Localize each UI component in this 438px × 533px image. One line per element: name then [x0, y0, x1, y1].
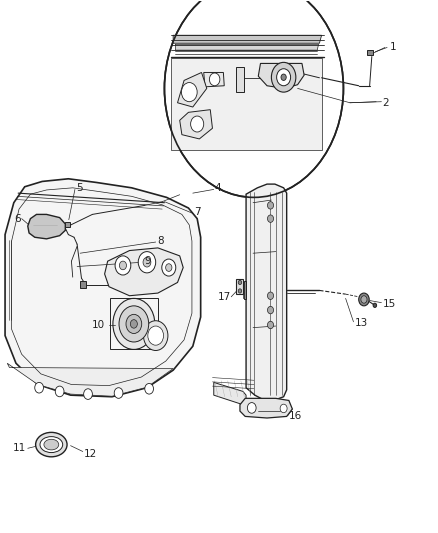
Circle shape [119, 306, 149, 342]
Polygon shape [237, 67, 244, 92]
Circle shape [268, 215, 274, 222]
Circle shape [143, 257, 151, 267]
Polygon shape [171, 58, 321, 150]
Text: 9: 9 [144, 256, 151, 266]
Circle shape [268, 306, 274, 314]
Text: 2: 2 [383, 98, 389, 108]
Circle shape [115, 256, 131, 275]
Text: 8: 8 [157, 236, 164, 246]
Text: 5: 5 [76, 183, 82, 193]
Circle shape [181, 83, 197, 102]
Polygon shape [246, 184, 287, 400]
Circle shape [84, 389, 92, 399]
Circle shape [238, 280, 242, 285]
Polygon shape [105, 248, 183, 296]
Circle shape [359, 293, 369, 306]
Text: 1: 1 [390, 43, 397, 52]
Circle shape [120, 261, 127, 270]
Circle shape [148, 326, 163, 345]
Circle shape [373, 303, 377, 308]
Text: 11: 11 [13, 443, 26, 453]
Polygon shape [5, 179, 201, 397]
Polygon shape [177, 72, 207, 107]
Circle shape [145, 383, 153, 394]
Polygon shape [7, 364, 173, 396]
Circle shape [209, 73, 220, 86]
Ellipse shape [44, 439, 59, 450]
Circle shape [191, 116, 204, 132]
Ellipse shape [40, 437, 63, 453]
Polygon shape [243, 282, 244, 298]
Polygon shape [173, 35, 321, 43]
Polygon shape [244, 281, 246, 300]
Circle shape [238, 289, 242, 293]
Ellipse shape [35, 432, 67, 457]
Circle shape [55, 386, 64, 397]
Polygon shape [214, 382, 246, 405]
Polygon shape [28, 214, 65, 239]
Polygon shape [367, 50, 373, 55]
Text: 10: 10 [92, 320, 105, 330]
Circle shape [268, 201, 274, 209]
Circle shape [272, 62, 296, 92]
Circle shape [277, 69, 290, 86]
Text: 13: 13 [354, 318, 367, 328]
Polygon shape [240, 398, 292, 418]
Text: 16: 16 [289, 411, 302, 422]
Circle shape [162, 259, 176, 276]
Circle shape [144, 321, 168, 351]
Circle shape [268, 292, 274, 300]
Text: 12: 12 [84, 449, 97, 458]
Polygon shape [180, 110, 212, 139]
Circle shape [280, 404, 287, 413]
Circle shape [131, 320, 138, 328]
Circle shape [166, 264, 172, 271]
Circle shape [164, 0, 343, 197]
Polygon shape [80, 281, 86, 288]
Text: 6: 6 [14, 214, 21, 224]
Polygon shape [237, 279, 244, 294]
Text: 4: 4 [215, 183, 221, 193]
Circle shape [268, 321, 274, 329]
Text: 15: 15 [383, 298, 396, 309]
Circle shape [114, 387, 123, 398]
Circle shape [113, 298, 155, 350]
Polygon shape [175, 44, 318, 50]
Circle shape [35, 382, 43, 393]
Circle shape [138, 252, 155, 273]
Circle shape [126, 314, 142, 334]
Text: 17: 17 [218, 292, 231, 302]
Circle shape [281, 74, 286, 80]
Polygon shape [204, 72, 224, 87]
Polygon shape [258, 63, 304, 88]
Text: 7: 7 [194, 207, 200, 217]
Circle shape [361, 296, 367, 303]
Polygon shape [65, 222, 70, 227]
Circle shape [247, 402, 256, 413]
